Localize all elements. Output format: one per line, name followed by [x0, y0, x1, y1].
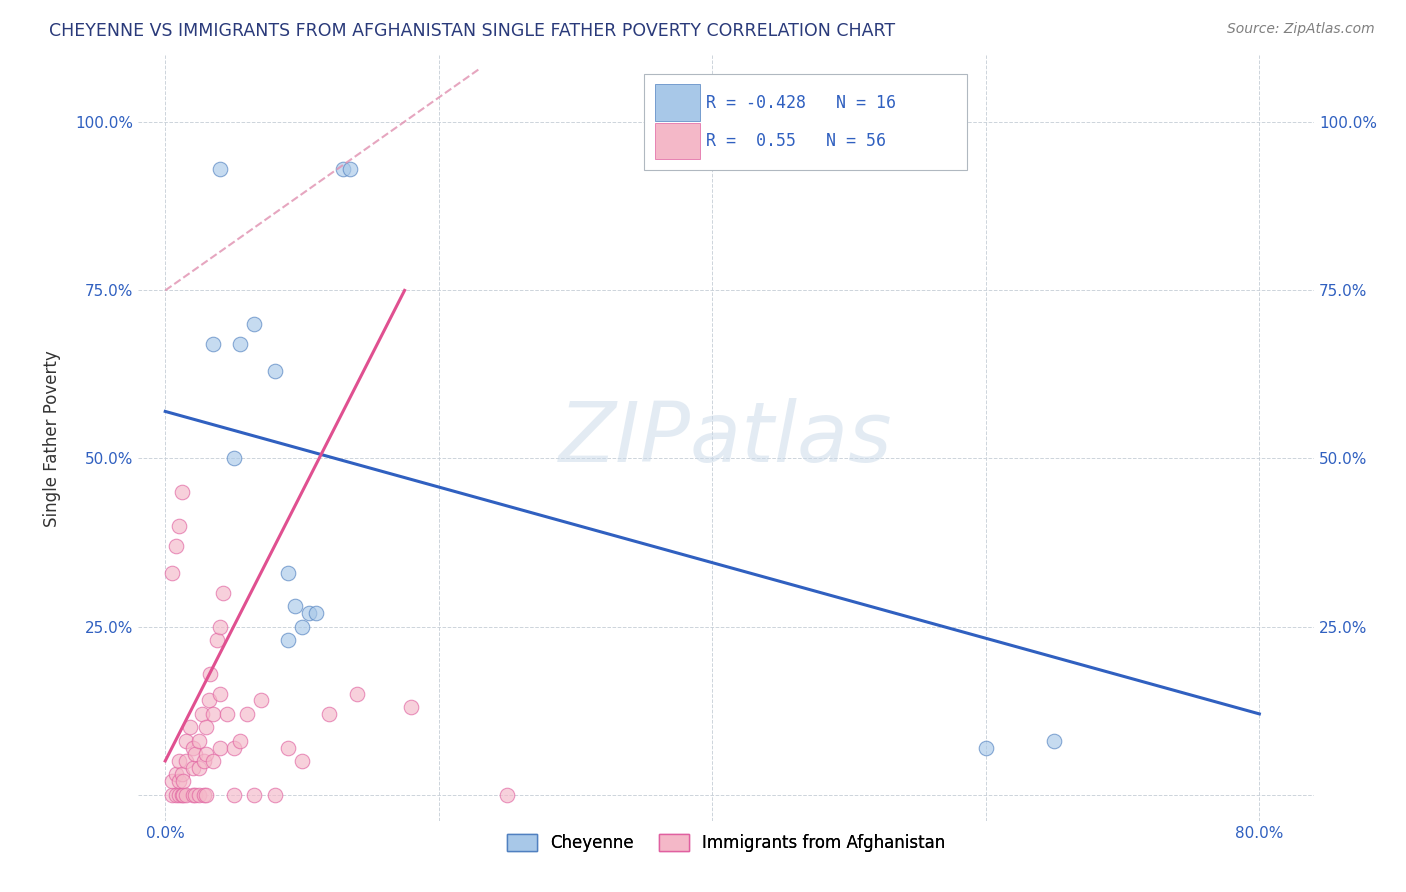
Point [195, 720, 218, 734]
Text: R =  0.55   N = 56: R = 0.55 N = 56 [706, 132, 886, 150]
Point [184, 747, 207, 762]
Point [165, 788, 187, 802]
Point [243, 788, 266, 802]
Point [160, 774, 183, 789]
FancyBboxPatch shape [655, 122, 700, 160]
Point [339, 162, 361, 177]
Point [174, 733, 197, 747]
Point [346, 687, 368, 701]
Point [170, 485, 193, 500]
Point [298, 606, 321, 620]
Point [277, 566, 299, 580]
Point [277, 632, 299, 647]
Point [1043, 733, 1066, 747]
Point [165, 767, 187, 781]
Point [229, 337, 252, 351]
Point [215, 706, 238, 721]
Point [198, 693, 221, 707]
Point [496, 788, 519, 802]
Point [284, 599, 307, 614]
Point [195, 788, 218, 802]
Point [191, 706, 214, 721]
Point [179, 720, 201, 734]
Text: ZIPatlas: ZIPatlas [560, 398, 893, 479]
Point [291, 754, 314, 768]
Point [188, 733, 211, 747]
Point [195, 747, 218, 762]
Text: Source: ZipAtlas.com: Source: ZipAtlas.com [1227, 22, 1375, 37]
Point [193, 788, 215, 802]
Point [181, 788, 204, 802]
Point [181, 761, 204, 775]
Point [200, 666, 222, 681]
Point [167, 754, 190, 768]
Point [167, 518, 190, 533]
Point [188, 761, 211, 775]
Legend: Cheyenne, Immigrants from Afghanistan: Cheyenne, Immigrants from Afghanistan [501, 828, 952, 859]
Point [160, 788, 183, 802]
Text: R = -0.428   N = 16: R = -0.428 N = 16 [706, 94, 896, 112]
Point [202, 337, 225, 351]
FancyBboxPatch shape [655, 84, 700, 121]
Point [263, 364, 285, 378]
Point [291, 619, 314, 633]
Point [222, 451, 245, 466]
Point [174, 788, 197, 802]
Point [318, 706, 340, 721]
Point [243, 317, 266, 331]
Point [202, 754, 225, 768]
Point [211, 586, 233, 600]
Point [202, 706, 225, 721]
Point [974, 740, 997, 755]
Text: CHEYENNE VS IMMIGRANTS FROM AFGHANISTAN SINGLE FATHER POVERTY CORRELATION CHART: CHEYENNE VS IMMIGRANTS FROM AFGHANISTAN … [49, 22, 896, 40]
Point [193, 754, 215, 768]
Point [172, 774, 194, 789]
Point [208, 687, 231, 701]
Point [165, 539, 187, 553]
Y-axis label: Single Father Poverty: Single Father Poverty [44, 350, 60, 526]
Point [167, 788, 190, 802]
Point [167, 774, 190, 789]
Point [222, 740, 245, 755]
Point [305, 606, 328, 620]
Point [229, 733, 252, 747]
Point [208, 162, 231, 177]
Point [172, 788, 194, 802]
Point [188, 788, 211, 802]
Point [332, 162, 354, 177]
Point [174, 754, 197, 768]
Point [170, 788, 193, 802]
Point [277, 740, 299, 755]
Point [401, 700, 423, 714]
Point [236, 706, 259, 721]
Point [263, 788, 285, 802]
Point [205, 632, 228, 647]
Point [208, 619, 231, 633]
Point [170, 767, 193, 781]
Point [160, 566, 183, 580]
Point [181, 740, 204, 755]
Point [222, 788, 245, 802]
FancyBboxPatch shape [644, 74, 967, 170]
Point [184, 788, 207, 802]
Point [208, 740, 231, 755]
Point [250, 693, 273, 707]
